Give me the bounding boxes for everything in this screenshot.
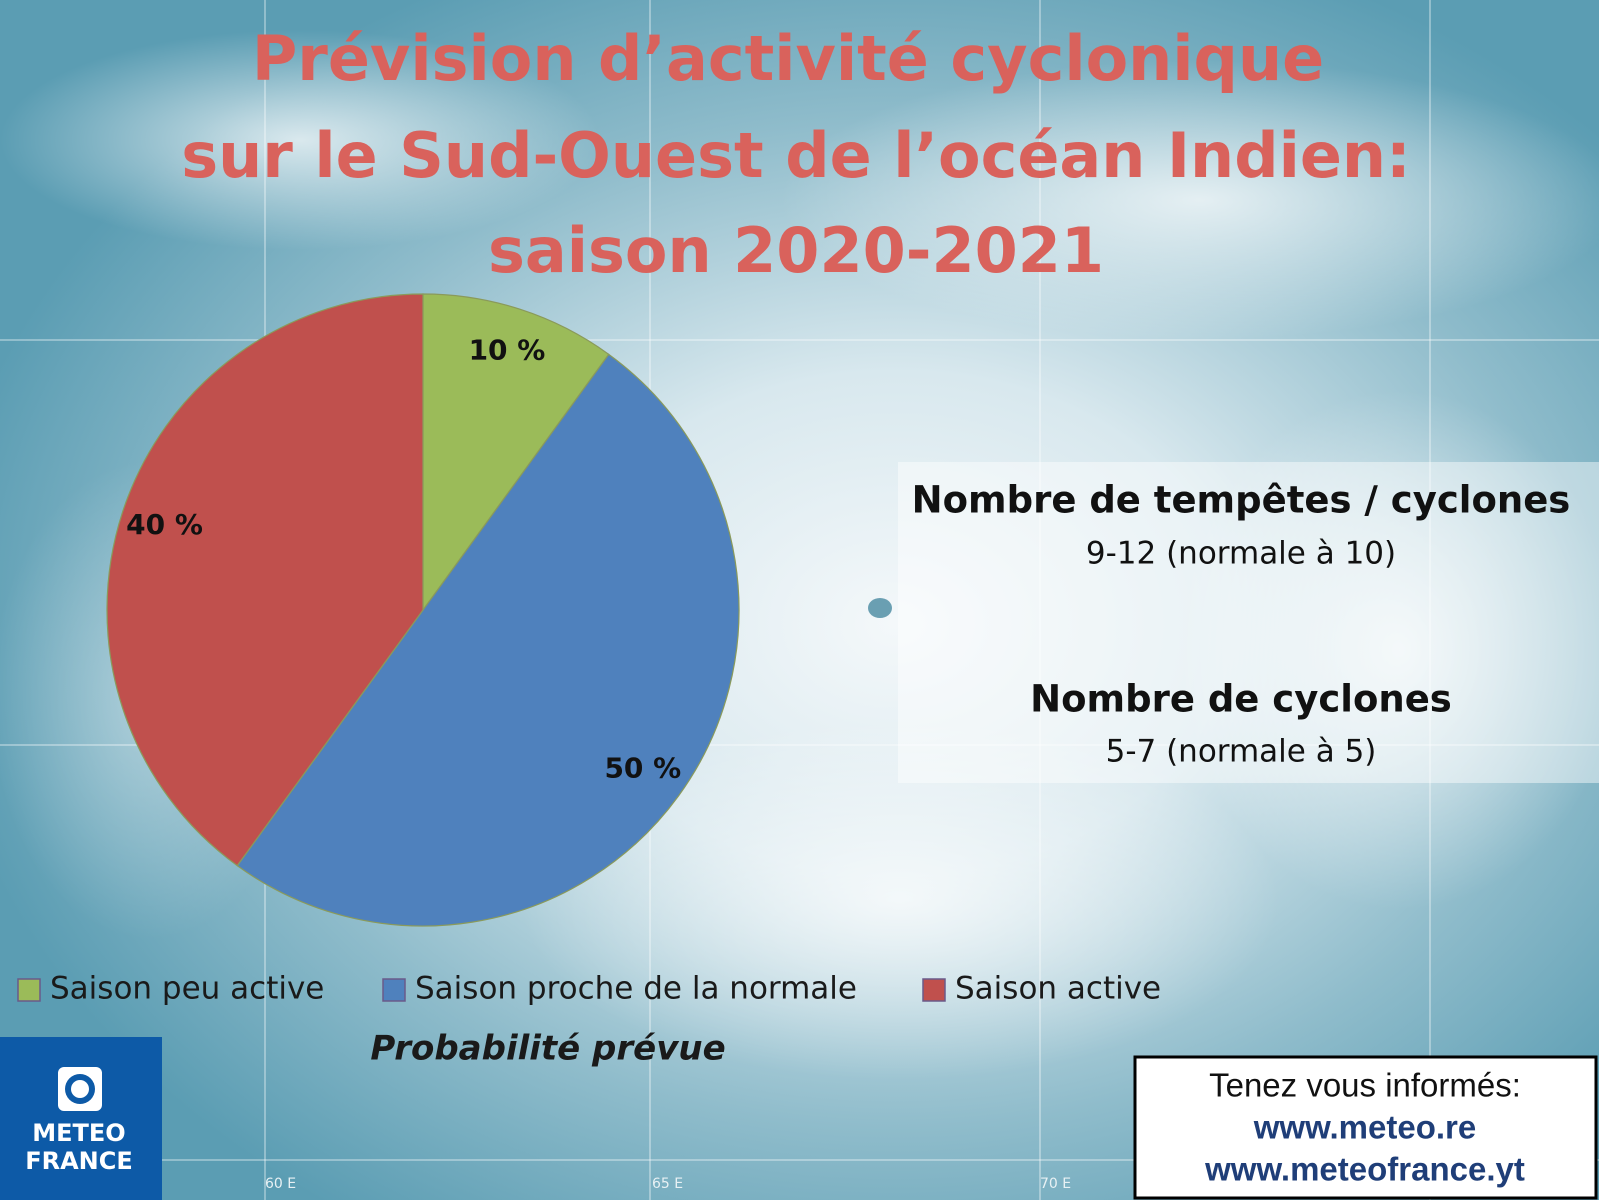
map-labels: 60 E 65 E 70 E <box>265 1176 1071 1192</box>
legend-swatch <box>382 978 406 1002</box>
data-label: 50 % <box>604 752 681 785</box>
info-value: 9-12 (normale à 10) <box>1086 536 1396 572</box>
footer-box <box>1133 1055 1598 1200</box>
logo-icon <box>58 1067 102 1111</box>
legend-title: Probabilité prévue <box>370 1029 725 1069</box>
data-label: 40 % <box>126 508 203 541</box>
legend-swatch <box>17 978 41 1002</box>
title-line: sur le Sud-Ouest de l’océan Indien: <box>181 119 1411 192</box>
legend-swatch <box>922 978 946 1002</box>
info-heading: Nombre de tempêtes / cyclones <box>912 479 1571 522</box>
legend: Saison peu active Saison proche de la nor… <box>17 971 1161 1007</box>
data-label: 10 % <box>469 334 546 367</box>
map-label: 60 E <box>265 1176 296 1192</box>
legend-label: Saison peu active <box>50 971 324 1007</box>
logo-text: METEO FRANCE <box>25 1119 133 1175</box>
footer-link[interactable]: www.meteofrance.yt <box>1204 1151 1525 1188</box>
info-box <box>898 462 1599 783</box>
map-label: 65 E <box>652 1176 683 1192</box>
legend-label: Saison proche de la normale <box>415 971 857 1007</box>
footer-link[interactable]: www.meteo.re <box>1253 1109 1477 1146</box>
title-line: Prévision d’activité cyclonique <box>252 22 1324 95</box>
pie: 10 % 50 % 40 % <box>106 293 740 927</box>
logo-line: FRANCE <box>25 1147 133 1175</box>
footer-text: Tenez vous informés: www.meteo.re www.me… <box>1204 1067 1525 1188</box>
footer-label: Tenez vous informés: <box>1209 1067 1521 1104</box>
logo-box <box>0 1037 162 1200</box>
map-label: 70 E <box>1040 1176 1071 1192</box>
pie-slice <box>422 293 610 612</box>
legend-label: Saison active <box>955 971 1161 1007</box>
chart-title: Prévision d’activité cyclonique sur le S… <box>181 22 1411 287</box>
pie-slice <box>106 293 424 867</box>
logo-line: METEO <box>32 1119 125 1147</box>
title-line: saison 2020-2021 <box>488 214 1104 287</box>
info-text: Nombre de tempêtes / cyclones 9-12 (norm… <box>912 479 1571 770</box>
info-value: 5-7 (normale à 5) <box>1106 734 1377 770</box>
pie-slice <box>236 353 740 927</box>
info-heading: Nombre de cyclones <box>1030 678 1452 721</box>
